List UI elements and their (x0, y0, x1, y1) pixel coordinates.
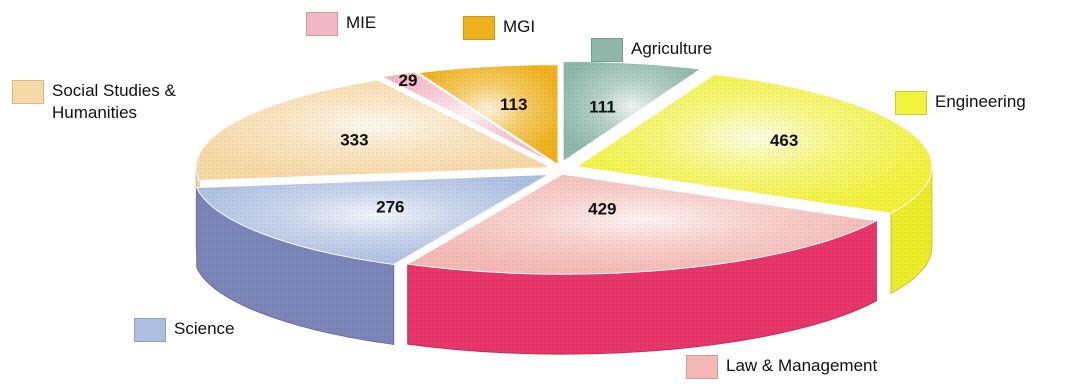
pie-slice-side-texture-engineering (890, 166, 932, 294)
pie-slice-side-texture-law-management (407, 220, 877, 355)
legend-item-engineering: Engineering (895, 91, 1026, 115)
pie-slice-texture-mie (381, 72, 555, 165)
legend-item-agriculture: Agriculture (591, 38, 712, 62)
legend-label-mgi: MGI (503, 17, 536, 36)
value-label-mie: 29 (399, 71, 418, 90)
legend-item-science: Science (134, 318, 234, 342)
legend-label-science: Science (174, 319, 235, 338)
legend-swatch-agriculture (591, 38, 623, 62)
pie-slice-texture-agriculture (563, 61, 701, 162)
pie-slice-texture-science (196, 174, 549, 265)
value-label-engineering: 463 (770, 131, 798, 150)
legend-swatch-mie (306, 12, 338, 36)
legend-item-law-management: Law & Management (686, 355, 877, 379)
pie-slice-texture-mgi (418, 64, 558, 165)
legend-swatch-social-studies (12, 80, 44, 104)
legend-swatch-engineering (895, 91, 927, 115)
legend-swatch-mgi (463, 16, 495, 40)
legend-label-agriculture: Agriculture (631, 39, 713, 58)
pie-slice-texture-law-management (407, 174, 877, 275)
value-label-science: 276 (376, 198, 404, 217)
legend-label-mie: MIE (346, 13, 377, 32)
legend-label-law-management: Law & Management (726, 356, 878, 375)
legend-item-social-studies: Social Studies & Humanities (12, 80, 176, 124)
legend-label-social-studies: Social Studies & Humanities (52, 81, 176, 122)
pie-slice-texture-social-studies-humanities (196, 80, 552, 181)
legend-item-mie: MIE (306, 12, 376, 36)
value-label-law-management: 429 (588, 199, 616, 218)
legend-label-engineering: Engineering (935, 92, 1026, 111)
value-label-mgi: 113 (500, 95, 527, 114)
legend-swatch-law-management (686, 355, 718, 379)
legend-swatch-science (134, 318, 166, 342)
pie-slice-texture-engineering (576, 74, 932, 214)
legend-item-mgi: MGI (463, 16, 535, 40)
value-label-social-studies-humanities: 333 (340, 131, 368, 150)
value-label-agriculture: 111 (589, 97, 616, 116)
